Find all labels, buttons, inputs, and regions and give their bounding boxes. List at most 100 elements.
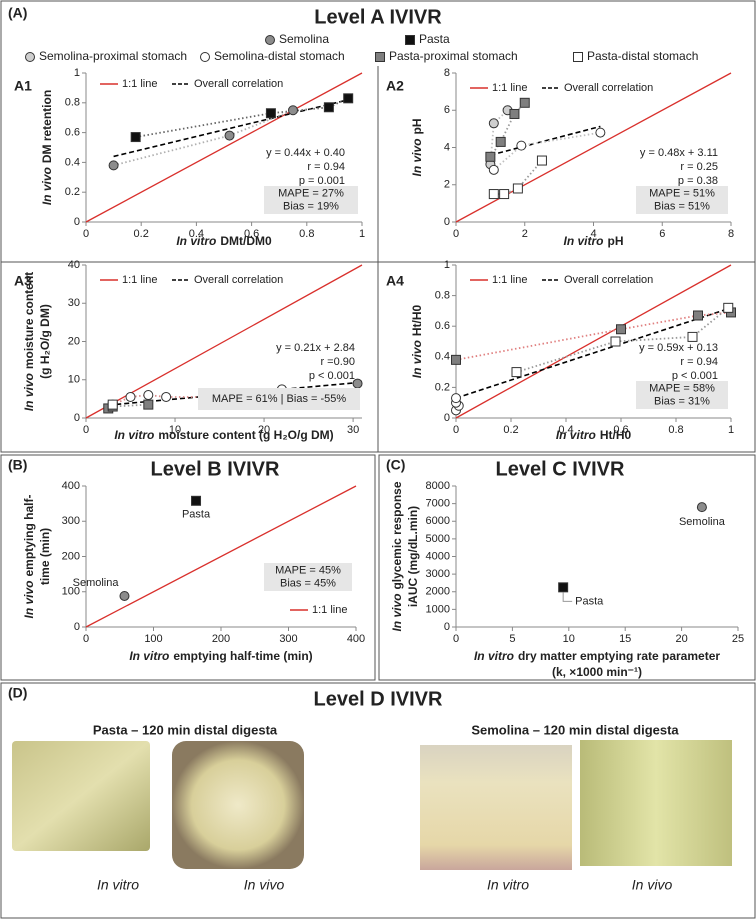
point-label: Semolina (73, 577, 120, 589)
point (610, 336, 621, 347)
photo-group-title: Pasta – 120 min distal digesta (93, 722, 278, 737)
point (693, 310, 703, 321)
photo-group-title: Semolina – 120 min distal digesta (471, 722, 679, 737)
x-tick-label: 0 (453, 424, 459, 436)
y-tick-label: 40 (68, 259, 80, 271)
y-tick-label: 4 (444, 141, 450, 153)
annotation: r = 0.94 (680, 356, 718, 368)
point (143, 399, 154, 410)
annotation: p < 0.001 (672, 370, 718, 382)
stats-text: Bias = 19% (283, 200, 339, 212)
point (595, 127, 606, 138)
legend-marker (573, 52, 583, 62)
y-tick-label: 10 (68, 374, 80, 386)
point (558, 582, 569, 593)
stats-box (264, 186, 358, 214)
x-tick-label: 0 (83, 633, 89, 645)
y-axis-title-italic: In vivo (22, 373, 36, 411)
point (512, 183, 523, 194)
panel-title: Level A IVIVR (314, 6, 442, 28)
annotation: r = 0.25 (680, 161, 718, 173)
y-axis-title-text: Ht/H0 (410, 305, 424, 337)
connector-line (135, 97, 349, 138)
x-axis-title: In vitro moisture content (g H₂O/g DM) (114, 428, 333, 442)
stats-text: Bias = 45% (280, 577, 336, 589)
panel-label: (A) (8, 5, 27, 21)
legend-label: Semolina-distal stomach (214, 49, 345, 63)
y-tick-label: 20 (68, 335, 80, 347)
y-tick-label: 8000 (426, 480, 450, 492)
stats-text: MAPE = 51% (649, 187, 715, 199)
y-tick-label: 0 (444, 621, 450, 633)
point (488, 118, 499, 129)
y-axis-title-italic: In vivo (390, 594, 404, 632)
legend-label: 1:1 line (492, 82, 527, 94)
x-axis-title-text: moisture content (g H₂O/g DM) (158, 428, 333, 442)
x-tick-label: 6 (659, 228, 665, 240)
fit-line (113, 99, 349, 158)
point (451, 393, 461, 404)
panel-label: A2 (386, 78, 404, 94)
stats-text: Bias = 51% (654, 200, 710, 212)
x-axis-title-text: emptying half-time (min) (173, 649, 312, 663)
legend-marker (375, 52, 385, 62)
point (161, 391, 172, 402)
x-axis-title-italic: In vitro (114, 428, 154, 442)
legend-label: Overall correlation (194, 78, 283, 90)
y-axis-title-text: glycemic response (390, 481, 404, 589)
y-axis-title: In vivo emptying half- (22, 494, 36, 618)
y-tick-label: 1000 (426, 603, 450, 615)
x-tick-label: 0.4 (189, 228, 204, 240)
y-axis-title-italic: In vivo (22, 581, 36, 619)
x-tick-label: 0 (83, 228, 89, 240)
panel-label: A3 (14, 273, 32, 289)
y-axis-title: In vivo pH (410, 118, 424, 176)
annotation: y = 0.59x + 0.13 (639, 342, 718, 354)
y-tick-label: 100 (62, 586, 80, 598)
y-axis-title-italic: In vivo (410, 340, 424, 378)
y-tick-label: 200 (62, 550, 80, 562)
x-tick-label: 0.2 (134, 228, 149, 240)
photo (580, 740, 732, 866)
stats-box (264, 563, 352, 591)
x-tick-label: 1 (728, 424, 734, 436)
legend-label: Pasta (419, 32, 450, 46)
legend-marker (405, 35, 415, 45)
annotation: p < 0.001 (309, 370, 355, 382)
photo-caption: In vivo (632, 877, 673, 893)
y-axis-title-italic: In vivo (410, 138, 424, 176)
y-tick-label: 8 (444, 67, 450, 79)
fit-line (455, 307, 732, 399)
annotation: y = 0.44x + 0.40 (266, 147, 345, 159)
point-label: Pasta (182, 509, 211, 521)
y-axis-title-text: pH (410, 118, 424, 134)
annotation: r =0.90 (320, 356, 355, 368)
photo-caption: In vitro (487, 877, 529, 893)
x-axis-title: In vitro dry matter emptying rate paramet… (474, 649, 720, 663)
legend-label: 1:1 line (312, 604, 347, 616)
legend-marker (265, 35, 275, 45)
y-axis-title-text: DM retention (40, 90, 54, 163)
point (616, 324, 626, 335)
point (536, 155, 547, 166)
y-tick-label: 1 (74, 67, 80, 79)
legend-label: 1:1 line (122, 78, 157, 90)
y-axis-title-text: moisture content (22, 272, 36, 369)
legend-label: 1:1 line (122, 274, 157, 286)
point (451, 354, 461, 365)
point (509, 108, 520, 119)
point (107, 399, 118, 410)
panel-frame (0, 454, 376, 681)
stats-text: MAPE = 58% (649, 382, 715, 394)
annotation: r = 0.94 (307, 161, 345, 173)
x-axis-title: In vitro DMt/DM0 (176, 234, 272, 248)
x-tick-label: 0.4 (558, 424, 573, 436)
y-tick-label: 0.6 (435, 320, 450, 332)
x-tick-label: 2 (522, 228, 528, 240)
legend-label: 1:1 line (492, 274, 527, 286)
x-tick-label: 0.6 (244, 228, 259, 240)
legend-label: Pasta-proximal stomach (389, 49, 518, 63)
y-tick-label: 2 (444, 179, 450, 191)
point (119, 590, 130, 601)
